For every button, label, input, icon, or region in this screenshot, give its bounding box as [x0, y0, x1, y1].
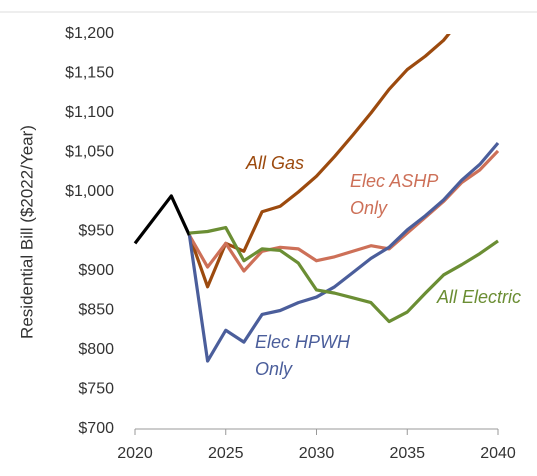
y-tick-label: $750 [78, 381, 114, 398]
y-tick-label: $1,150 [65, 65, 114, 82]
series-label: Elec HPWH Only [255, 332, 351, 379]
y-tick-label: $1,000 [65, 183, 114, 200]
series-line [187, 34, 451, 289]
series-label: Elec ASHP Only [350, 171, 438, 218]
y-axis-label: Residential Bill ($2022/Year) [17, 125, 36, 339]
series-line [188, 149, 500, 273]
y-tick-label: $1,050 [65, 144, 114, 161]
y-tick-label: $1,100 [65, 104, 114, 121]
y-tick-label: $900 [78, 262, 114, 279]
x-tick-label: 2020 [117, 445, 153, 462]
x-tick-label: 2030 [299, 445, 335, 462]
y-tick-label: $800 [78, 341, 114, 358]
series-line [187, 141, 500, 363]
y-tick-label: $700 [78, 420, 114, 437]
y-tick-label: $1,200 [65, 25, 114, 42]
series-line [133, 194, 191, 245]
series-line [189, 225, 499, 324]
x-tick-label: 2035 [389, 445, 425, 462]
series-label: All Gas [246, 153, 305, 173]
x-tick-label: 2040 [480, 445, 516, 462]
x-tick-label: 2025 [208, 445, 244, 462]
y-tick-label: $950 [78, 223, 114, 240]
y-tick-label: $850 [78, 302, 114, 319]
series-label: All Electric [437, 287, 522, 307]
